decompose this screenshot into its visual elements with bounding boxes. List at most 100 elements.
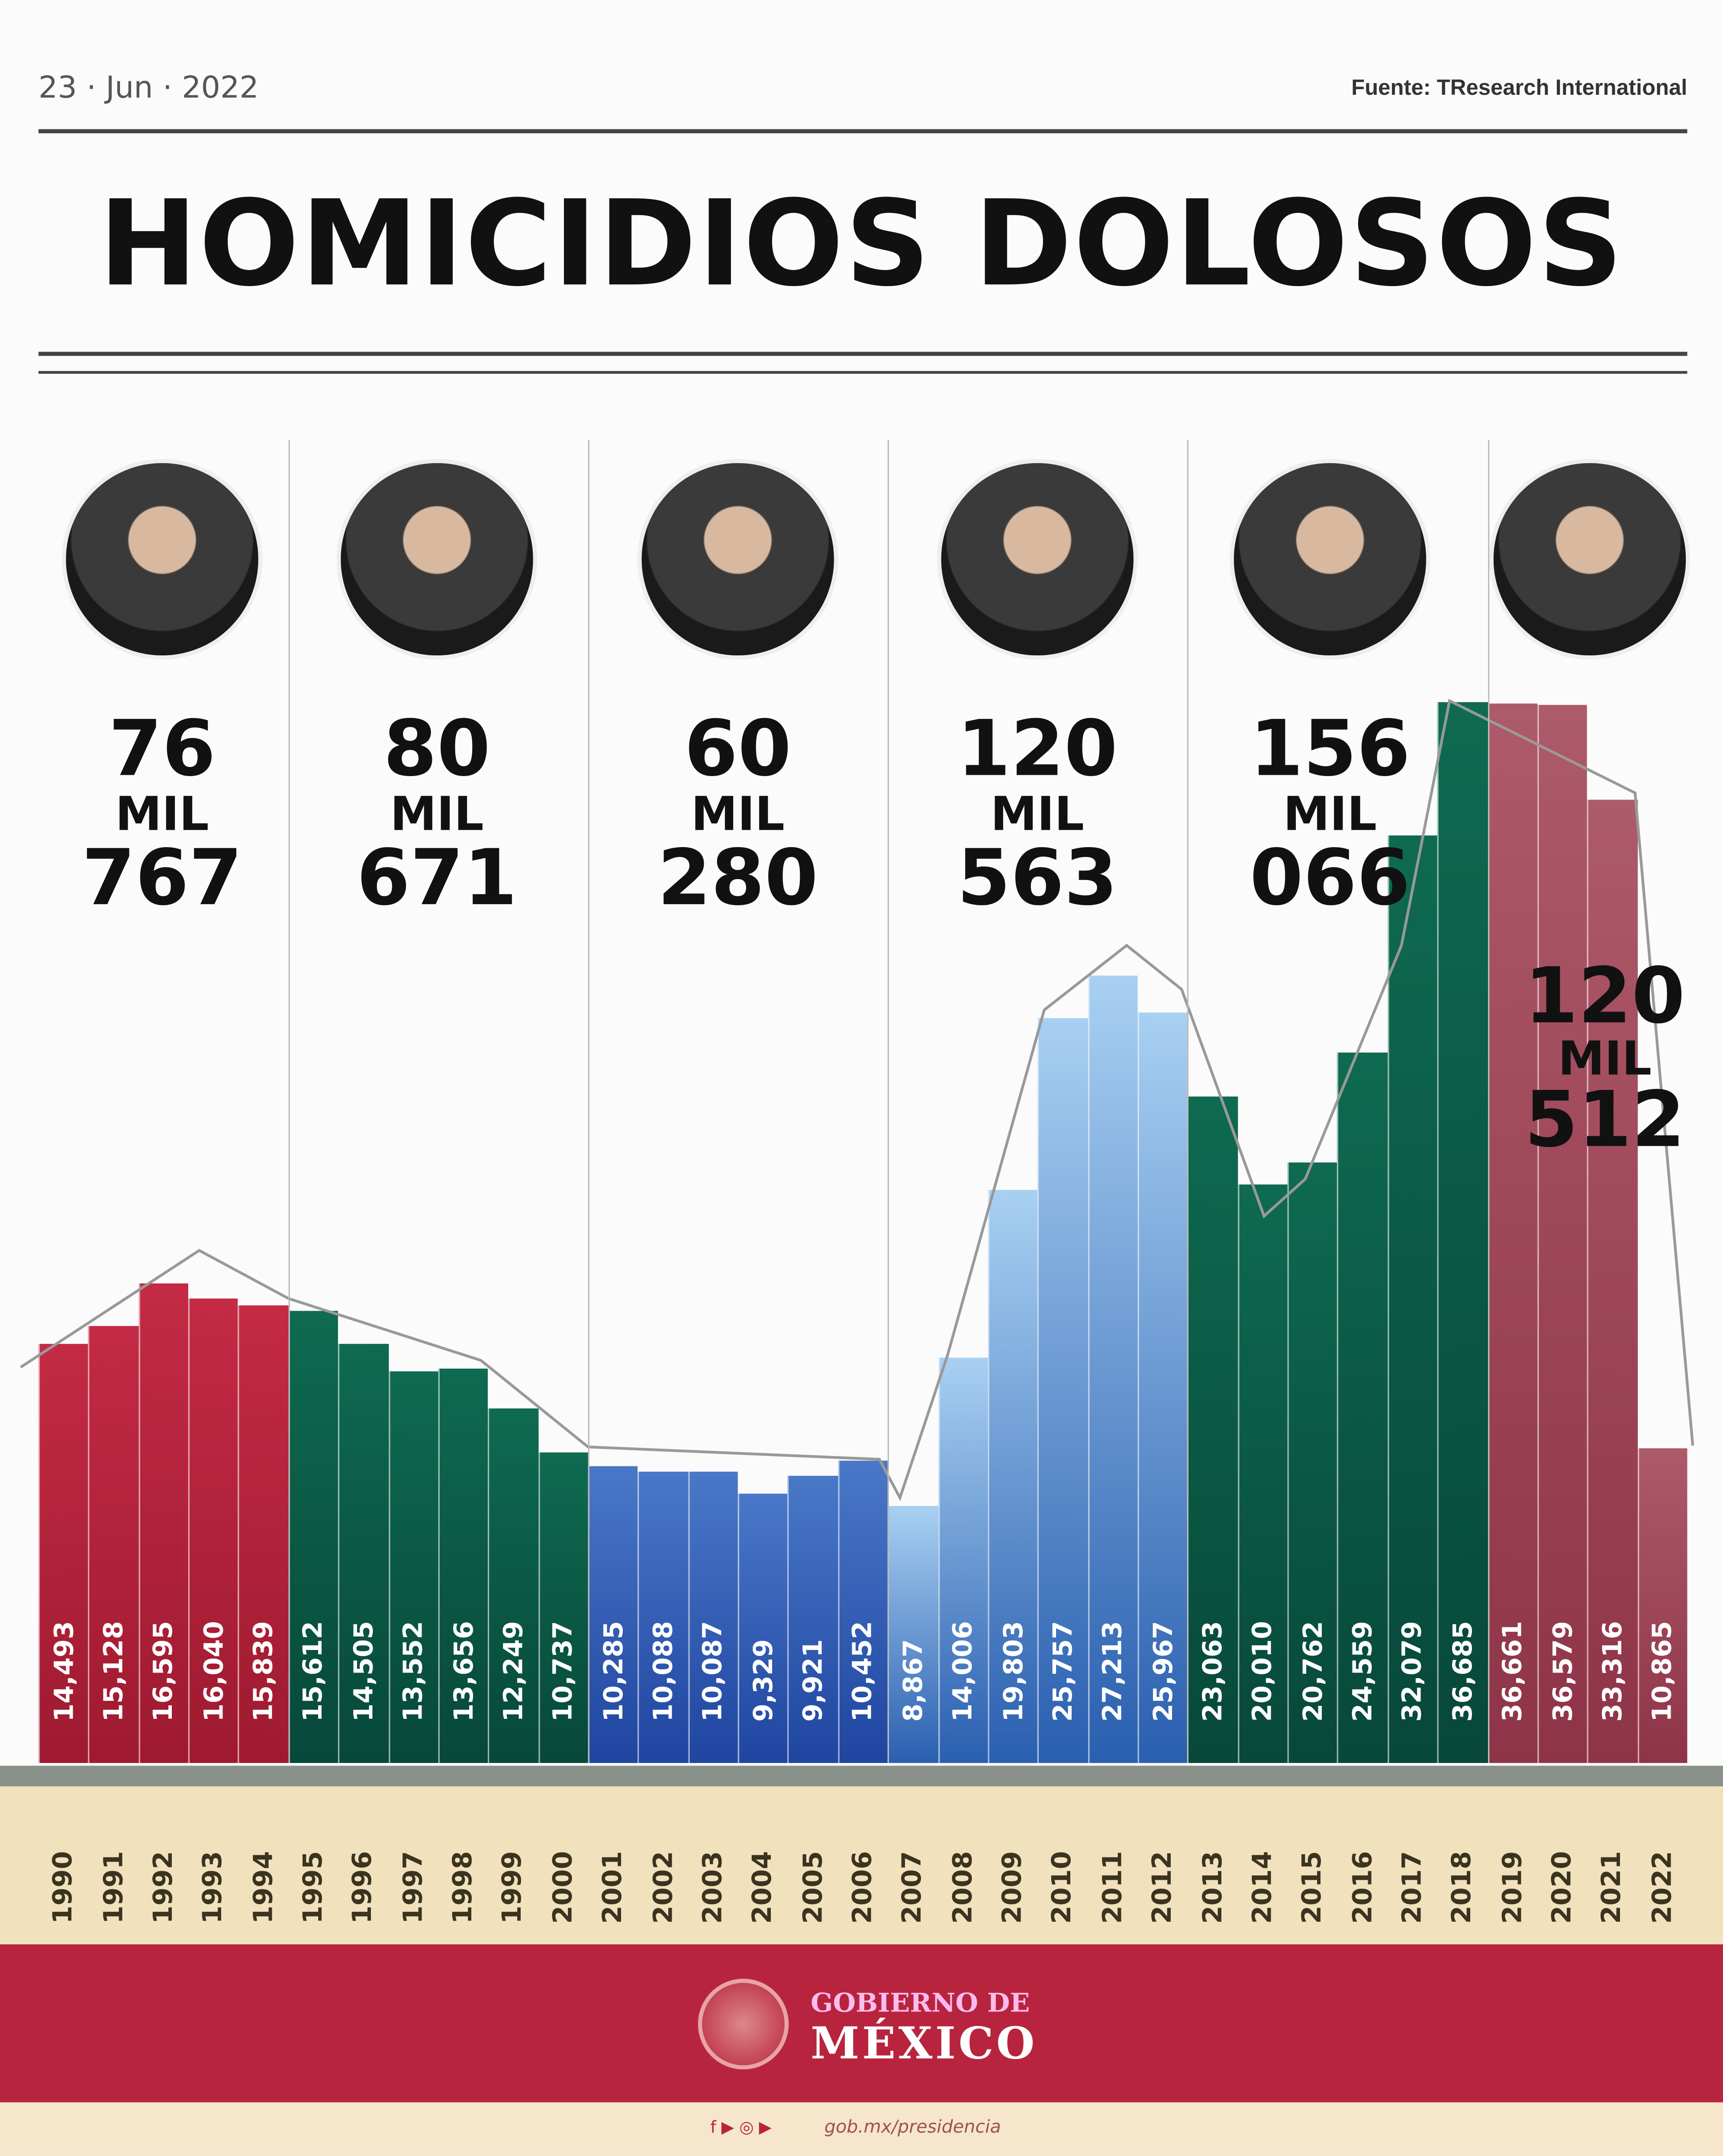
x-tick-label: 1996: [348, 1851, 379, 1924]
bar-2020: 36,579: [1537, 705, 1588, 1763]
bar-1990: 14,493: [38, 1344, 89, 1763]
bar-value-label: 9,921: [798, 1639, 829, 1722]
x-tick-label: 2015: [1297, 1851, 1328, 1924]
footer-strip: [0, 2102, 1723, 2156]
bar-value-label: 14,493: [49, 1621, 80, 1722]
bar-1991: 15,128: [88, 1325, 138, 1763]
total-part: 76: [108, 705, 216, 794]
president-portrait: [1489, 459, 1690, 660]
logo-line2: MÉXICO: [811, 2017, 1037, 2069]
footer-banner: [0, 1944, 1723, 2103]
bar-value-label: 16,040: [199, 1621, 229, 1722]
x-tick-label: 2012: [1147, 1851, 1178, 1924]
bar-2012: 25,967: [1137, 1012, 1188, 1763]
bar-value-label: 15,839: [248, 1621, 279, 1722]
total-part: 563: [957, 834, 1118, 924]
bar-2021: 33,316: [1587, 799, 1637, 1763]
total-part: 60: [684, 705, 792, 794]
x-tick-label: 1995: [298, 1851, 328, 1924]
bar-value-label: 25,757: [1048, 1621, 1079, 1722]
x-tick-label: 2005: [798, 1851, 828, 1924]
bar-2003: 10,087: [688, 1471, 738, 1763]
bar-2001: 10,285: [588, 1465, 638, 1763]
term-total-6: 120 MIL 512: [1509, 952, 1701, 1160]
bar-value-label: 10,865: [1648, 1621, 1678, 1722]
total-part: MIL: [115, 787, 209, 843]
term-total-1: 76 MIL 767: [25, 705, 300, 924]
bar-2005: 9,921: [788, 1476, 838, 1763]
term-separator: [288, 439, 290, 1763]
bar-value-label: 36,661: [1498, 1621, 1528, 1722]
term-separator: [888, 439, 889, 1763]
president-portrait: [336, 459, 538, 660]
term-total-5: 156 MIL 066: [1193, 711, 1468, 924]
top-rule: [38, 129, 1688, 133]
bar-value-label: 10,088: [648, 1621, 679, 1722]
term-total-3: 60 MIL 280: [600, 705, 875, 918]
total-number: 120: [1524, 952, 1685, 1042]
x-tick-label: 2006: [847, 1851, 878, 1924]
term-total-4: 120 MIL 563: [900, 705, 1175, 924]
total-part: 767: [82, 834, 243, 924]
bar-value-label: 24,559: [1348, 1621, 1378, 1722]
bar-value-label: 10,087: [698, 1621, 729, 1722]
bar-2008: 14,006: [937, 1358, 988, 1763]
x-tick-label: 2001: [598, 1851, 628, 1924]
bar-2016: 24,559: [1337, 1053, 1388, 1763]
total-unit: MIL: [1558, 1032, 1652, 1087]
total-part: MIL: [1283, 787, 1377, 843]
x-tick-label: 2019: [1497, 1851, 1528, 1924]
bar-value-label: 23,063: [1198, 1621, 1229, 1722]
bar-value-label: 10,737: [548, 1621, 579, 1722]
x-tick-label: 2018: [1447, 1851, 1478, 1924]
bar-1999: 12,249: [488, 1408, 538, 1763]
total-part: MIL: [390, 787, 484, 843]
total-part: 066: [1250, 834, 1411, 924]
x-tick-label: 1998: [448, 1851, 479, 1924]
x-tick-label: 1994: [248, 1851, 279, 1924]
bar-2009: 19,803: [988, 1190, 1038, 1763]
bar-1993: 16,040: [188, 1299, 238, 1763]
bar-2014: 20,010: [1237, 1184, 1288, 1763]
bar-2015: 20,762: [1287, 1162, 1338, 1763]
bar-1994: 15,839: [238, 1305, 289, 1763]
president-portrait: [638, 459, 838, 660]
x-tick-label: 1992: [148, 1851, 179, 1924]
x-tick-label: 2004: [747, 1851, 778, 1924]
bar-value-label: 33,316: [1597, 1621, 1628, 1722]
bar-2000: 10,737: [538, 1452, 588, 1763]
bar-value-label: 15,612: [299, 1621, 329, 1722]
bar-2022: 10,865: [1637, 1449, 1688, 1763]
x-tick-label: 2011: [1097, 1851, 1128, 1924]
social-icons[interactable]: f ▶ ◎ ▶: [710, 2117, 772, 2137]
total-part: 80: [383, 705, 491, 794]
bar-2017: 32,079: [1387, 835, 1438, 1763]
x-tick-label: 1997: [398, 1851, 428, 1924]
bar-2006: 10,452: [837, 1460, 888, 1763]
bar-2010: 25,757: [1037, 1018, 1088, 1763]
title-rule: [38, 351, 1688, 356]
x-tick-label: 1991: [98, 1851, 129, 1924]
x-tick-label: 2022: [1647, 1851, 1678, 1924]
president-portrait: [1230, 459, 1430, 660]
bar-2011: 27,213: [1088, 976, 1138, 1763]
date: 23 · Jun · 2022: [38, 71, 259, 106]
x-tick-label: 1999: [498, 1851, 528, 1924]
year-band: [0, 1786, 1723, 1945]
president-portrait: [61, 459, 263, 660]
x-tick-label: 2000: [548, 1851, 578, 1924]
footer-url[interactable]: gob.mx/presidencia: [824, 2117, 1001, 2138]
x-tick-label: 2017: [1397, 1851, 1428, 1924]
bar-2019: 36,661: [1487, 703, 1538, 1763]
total-part: 120: [957, 705, 1118, 794]
bar-2002: 10,088: [638, 1471, 688, 1763]
x-axis: [0, 1766, 1723, 1786]
bar-value-label: 19,803: [998, 1621, 1029, 1722]
bar-value-label: 20,010: [1248, 1621, 1279, 1722]
bar-1998: 13,656: [438, 1368, 488, 1763]
x-tick-label: 2016: [1347, 1851, 1378, 1924]
x-tick-label: 2007: [898, 1851, 928, 1924]
x-tick-label: 2003: [698, 1851, 728, 1924]
x-tick-label: 2013: [1197, 1851, 1228, 1924]
